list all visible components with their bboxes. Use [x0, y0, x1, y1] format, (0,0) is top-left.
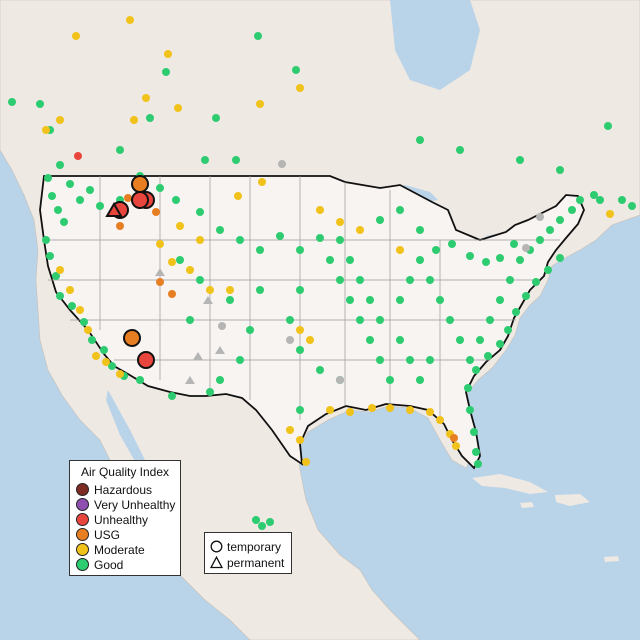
good-swatch — [76, 558, 89, 571]
legend-item-usg: USG — [76, 528, 120, 542]
legend-item-permanent: permanent — [209, 555, 285, 570]
unhealthy-swatch — [76, 513, 89, 526]
very-unhealthy-swatch — [76, 498, 89, 511]
legend-label: Hazardous — [94, 483, 153, 497]
jamaica — [520, 502, 534, 508]
legend-label: Very Unhealthy — [94, 498, 176, 512]
no-data-markers[interactable] — [218, 160, 544, 384]
legend-label: Unhealthy — [94, 513, 149, 527]
temporary-label: temporary — [227, 540, 282, 554]
puerto-rico — [604, 556, 619, 562]
hispaniola — [555, 494, 590, 506]
legend-item-good: Good — [76, 558, 123, 572]
cuba — [472, 474, 548, 494]
legend-label: USG — [94, 528, 121, 542]
large-alert-markers[interactable] — [105, 175, 155, 369]
hazardous-swatch — [76, 483, 89, 496]
legend-label: Moderate — [94, 543, 145, 557]
permanent-label: permanent — [227, 556, 285, 570]
legend-item-unhealthy: Unhealthy — [76, 513, 148, 527]
monitor-type-legend: temporary permanent — [204, 532, 292, 574]
us-border — [39, 175, 585, 470]
legend-item-very-unhealthy: Very Unhealthy — [76, 498, 175, 512]
legend-title: Air Quality Index — [80, 465, 170, 479]
legend-label: Good — [94, 558, 124, 572]
aqi-legend: Air Quality Index Hazardous Very Unhealt… — [69, 460, 181, 576]
good-markers[interactable] — [8, 32, 636, 530]
usg-swatch — [76, 528, 89, 541]
usg-markers[interactable] — [116, 194, 458, 442]
circle-icon — [210, 540, 223, 553]
moderate-swatch — [76, 543, 89, 556]
legend-item-temporary: temporary — [210, 540, 281, 554]
legend-item-moderate: Moderate — [76, 543, 145, 557]
hudson-bay — [390, 0, 480, 90]
triangle-icon — [209, 555, 224, 569]
legend-item-hazardous: Hazardous — [76, 483, 152, 497]
unhealthy-markers[interactable] — [74, 152, 82, 160]
no-data-triangles[interactable] — [155, 268, 225, 384]
